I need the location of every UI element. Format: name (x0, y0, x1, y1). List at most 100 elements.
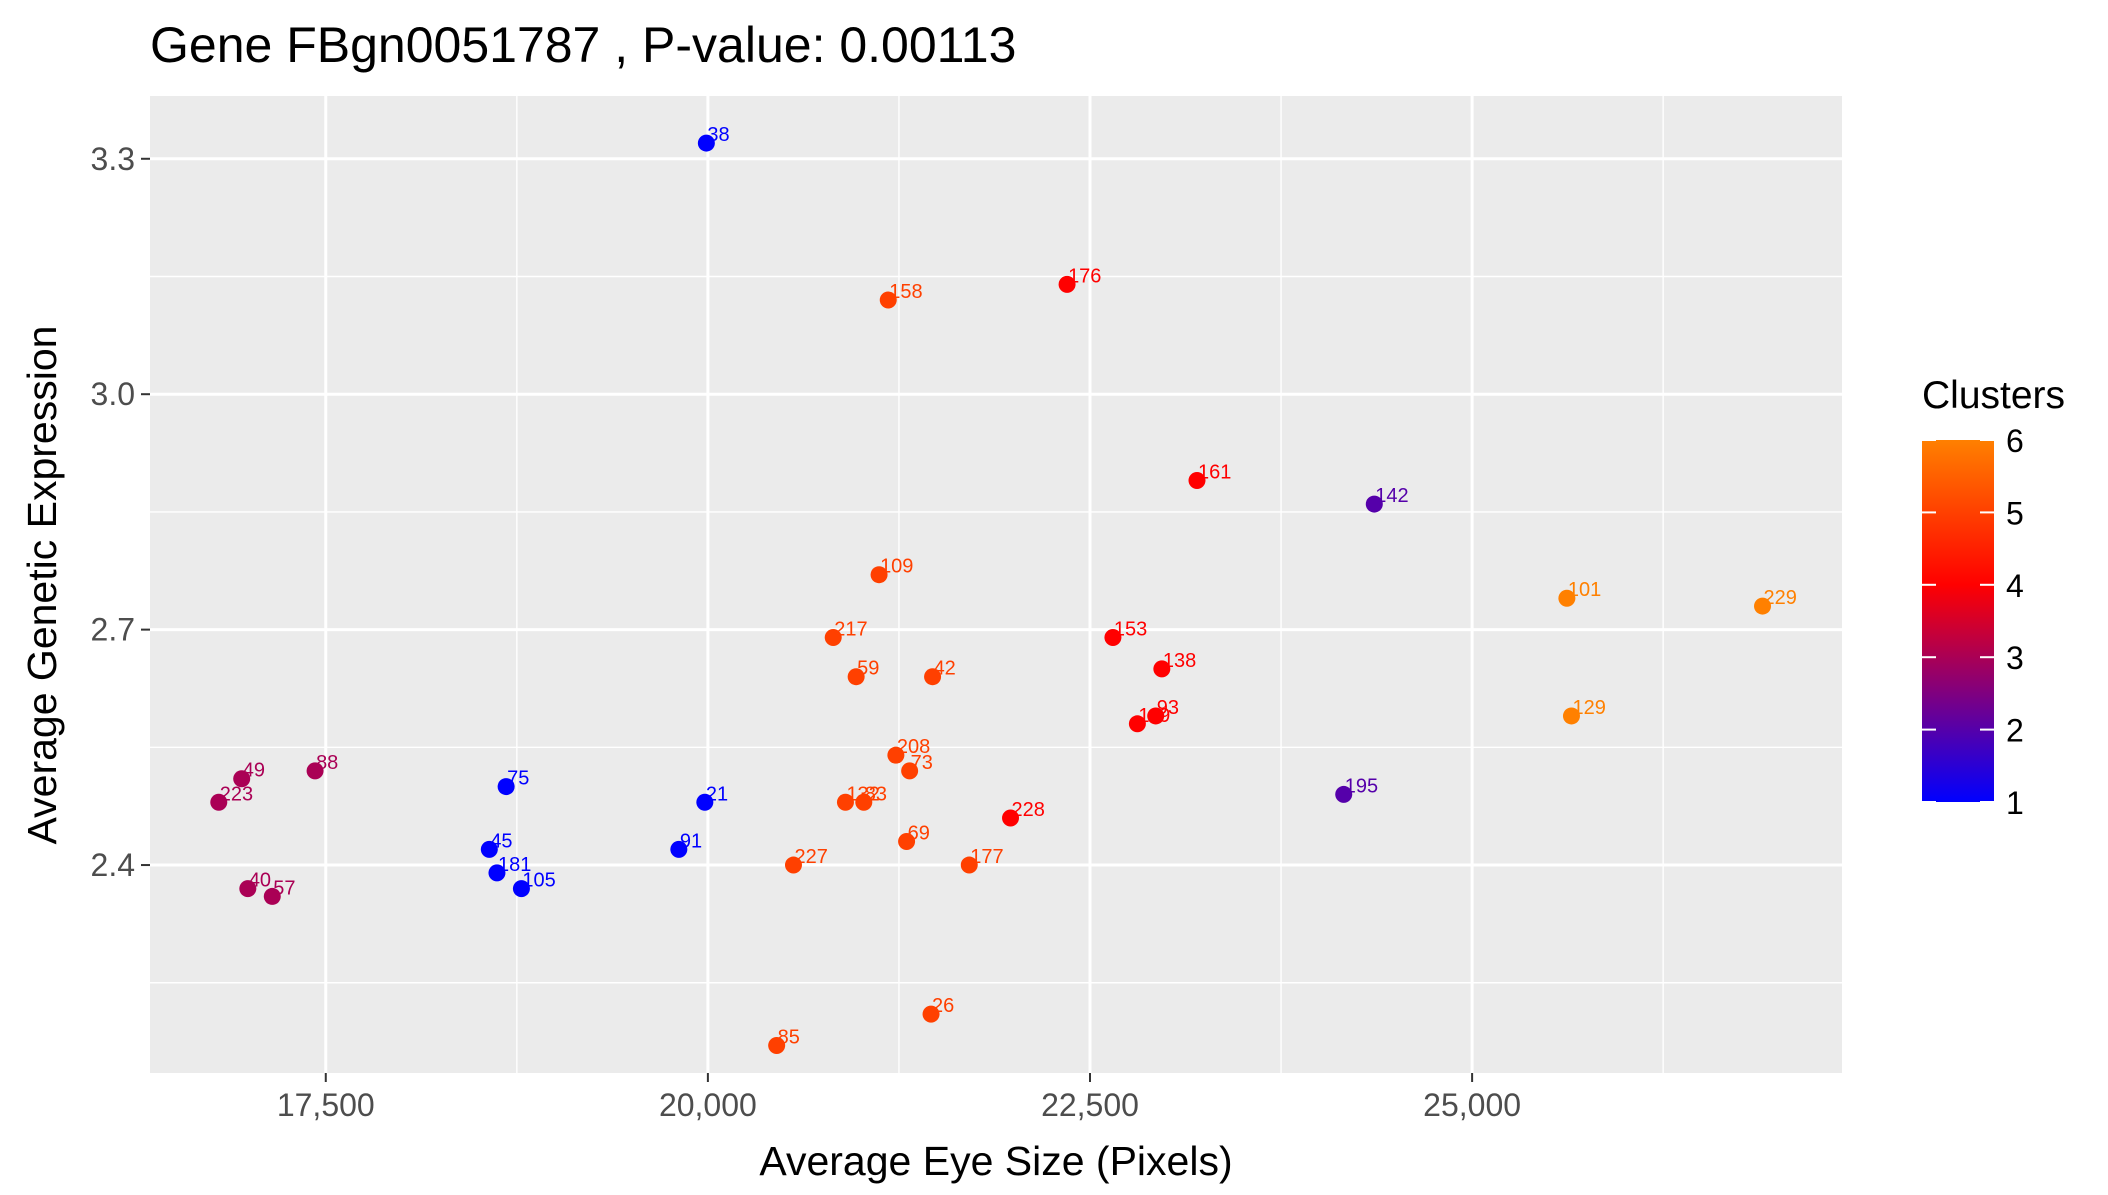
data-point-label: 40 (249, 870, 271, 892)
data-point-label: 88 (316, 752, 338, 774)
data-point (836, 793, 854, 811)
chart-title: Gene FBgn0051787 , P-value: 0.00113 (150, 17, 1016, 73)
data-point (898, 833, 916, 851)
data-point-label: 21 (706, 783, 728, 805)
data-point (512, 880, 530, 898)
data-point (1104, 628, 1122, 646)
data-point-label: 176 (1068, 265, 1101, 287)
data-point-label: 129 (1572, 697, 1605, 719)
data-point-label: 26 (932, 995, 954, 1017)
data-point (924, 668, 942, 686)
data-point-label: 73 (911, 752, 933, 774)
data-point-label: 223 (220, 783, 253, 805)
data-point-label: 75 (507, 768, 529, 790)
legend-tick-label: 1 (2006, 785, 2024, 821)
legend-tick-label: 4 (2006, 568, 2024, 604)
data-point (1188, 472, 1206, 490)
data-point (824, 628, 842, 646)
data-point (855, 793, 873, 811)
y-tick-label: 2.4 (91, 847, 135, 883)
data-point (879, 291, 897, 309)
data-point-label: 42 (934, 658, 956, 680)
y-tick-label: 3.0 (91, 376, 135, 412)
x-axis-title: Average Eye Size (Pixels) (759, 1138, 1232, 1184)
data-point (1153, 660, 1171, 678)
data-point-label: 161 (1198, 462, 1231, 484)
data-point (1147, 707, 1165, 725)
data-point-label: 181 (498, 854, 531, 876)
data-point-label: 153 (1114, 618, 1147, 640)
data-point-label: 177 (970, 846, 1003, 868)
data-point-label: 229 (1764, 587, 1797, 609)
y-tick-label: 2.7 (91, 612, 135, 648)
data-points (210, 134, 1772, 1055)
data-point-label: 38 (707, 124, 729, 146)
data-point (901, 762, 919, 780)
data-point-label: 69 (908, 823, 930, 845)
data-point (239, 880, 257, 898)
legend-title: Clusters (1922, 374, 2065, 417)
data-point (870, 566, 888, 584)
data-point (784, 856, 802, 874)
data-point (960, 856, 978, 874)
data-point (210, 793, 228, 811)
legend-tick-label: 3 (2006, 640, 2024, 676)
data-point-label: 142 (1375, 485, 1408, 507)
data-point-label: 93 (1157, 697, 1179, 719)
y-tick-label: 3.3 (91, 141, 135, 177)
data-point-label: 91 (680, 830, 702, 852)
data-point-label: 109 (880, 556, 913, 578)
legend-tick-label: 2 (2006, 713, 2024, 749)
data-point (697, 134, 715, 152)
data-point-label: 195 (1345, 775, 1378, 797)
data-point-label: 105 (522, 870, 555, 892)
data-point-label: 228 (1012, 799, 1045, 821)
data-point-label: 59 (857, 658, 879, 680)
data-point-label: 227 (794, 846, 827, 868)
legend-tick-label: 6 (2006, 423, 2024, 459)
data-point (1058, 275, 1076, 293)
data-point (1365, 495, 1383, 513)
major-gridlines (150, 96, 1842, 1073)
data-point (847, 668, 865, 686)
data-point (887, 746, 905, 764)
data-point-label: 119 (1138, 705, 1170, 727)
data-point-label: 132 (846, 783, 879, 805)
data-point (1335, 785, 1353, 803)
data-point-label: 208 (897, 736, 930, 758)
data-point (1562, 707, 1580, 725)
data-point-label: 83 (865, 783, 887, 805)
point-labels: 38 158 176 161 142 109 101 229 217 153 138 59 42 129 9… (220, 124, 1797, 1048)
legend-colorbar (1922, 440, 1994, 802)
data-point (696, 793, 714, 811)
data-point (670, 840, 688, 858)
data-point (480, 840, 498, 858)
legend: Clusters 1 2 3 4 5 6 (1922, 374, 2065, 821)
legend-ticks: 1 2 3 4 5 6 (1922, 423, 2024, 821)
y-axis-ticks: 2.4 2.7 3.0 3.3 (91, 141, 150, 883)
x-tick-label: 17,500 (277, 1087, 375, 1123)
y-axis-title: Average Genetic Expression (19, 326, 65, 845)
x-tick-label: 25,000 (1423, 1087, 1521, 1123)
x-axis-ticks: 17,500 20,000 22,500 25,000 (277, 1073, 1521, 1123)
data-point (488, 864, 506, 882)
data-point (306, 762, 324, 780)
data-point (233, 770, 251, 788)
minor-gridlines (150, 96, 1842, 1073)
data-point (1002, 809, 1020, 827)
x-tick-label: 22,500 (1041, 1087, 1139, 1123)
x-tick-label: 20,000 (659, 1087, 757, 1123)
data-point-label: 158 (889, 281, 922, 303)
data-point-label: 138 (1163, 650, 1196, 672)
data-point (1558, 589, 1576, 607)
data-point (922, 1005, 940, 1023)
data-point (1754, 597, 1772, 615)
legend-tick-label: 5 (2006, 495, 2024, 531)
data-point-label: 101 (1568, 579, 1601, 601)
data-point-label: 45 (490, 830, 512, 852)
data-point-label: 85 (778, 1027, 800, 1049)
data-point-label: 49 (243, 760, 265, 782)
plot-panel (150, 96, 1842, 1073)
data-point-label: 57 (273, 877, 295, 899)
